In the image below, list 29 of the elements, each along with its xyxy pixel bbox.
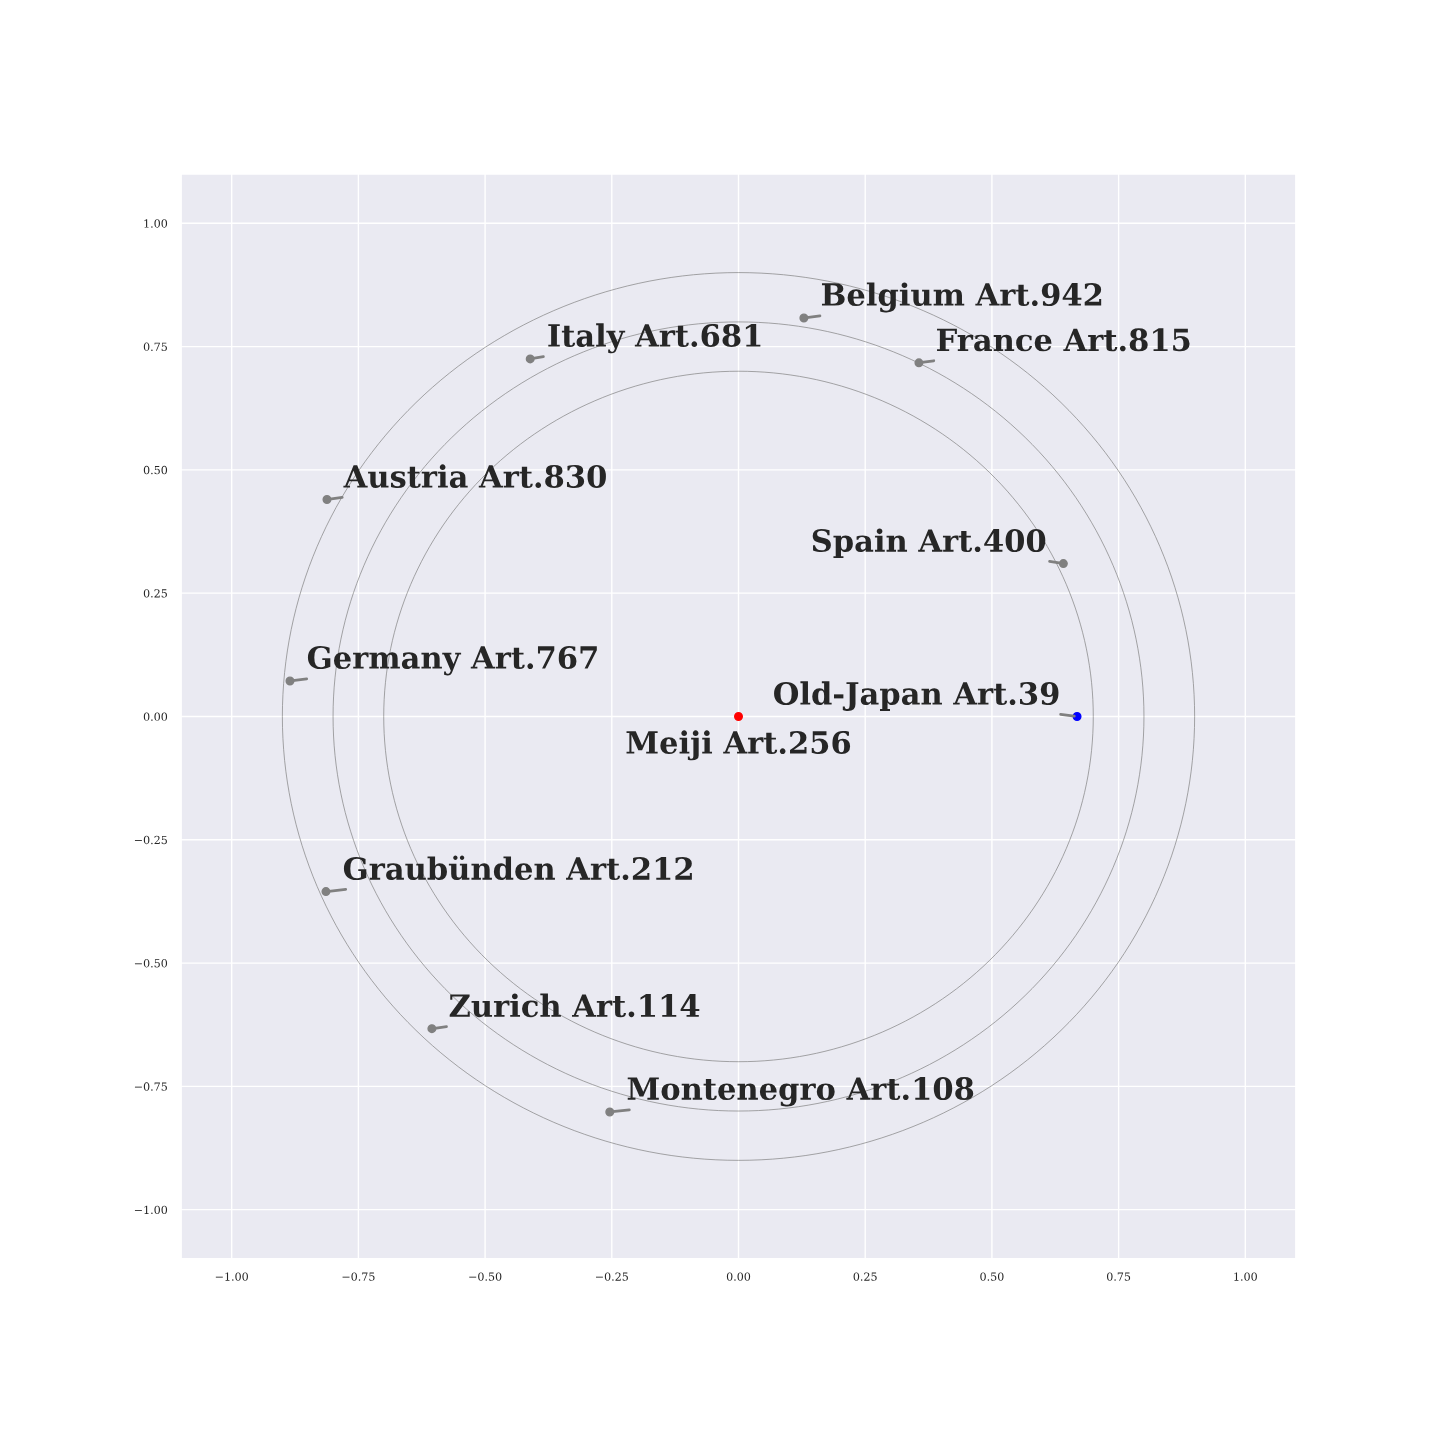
annotation: Graubünden Art.212: [343, 855, 692, 881]
x-tick-label: −1.00: [215, 1272, 248, 1281]
x-tick-label: 1.00: [1234, 1272, 1257, 1281]
annotation: Meiji Art.256: [626, 730, 851, 761]
annotation: Austria Art.830: [343, 464, 606, 488]
annotation: France Art.815: [937, 328, 1190, 352]
annotation: Belgium Art.942: [821, 282, 1102, 313]
annotation: Spain Art.400: [812, 528, 1046, 559]
y-tick-label: 0.50: [143, 465, 168, 475]
x-tick-label: 0.00: [726, 1272, 751, 1281]
y-tick-label: 0.75: [143, 342, 167, 351]
y-tick-label: 0.25: [143, 589, 167, 598]
x-tick-label: −0.25: [595, 1272, 628, 1281]
x-tick-label: −0.50: [469, 1272, 502, 1281]
x-tick-label: −0.75: [342, 1272, 375, 1281]
y-tick-label: −1.00: [134, 1205, 168, 1215]
annotation: Montenegro Art.108: [627, 1077, 974, 1107]
y-tick-label: −0.75: [134, 1082, 167, 1091]
annotation: Zurich Art.114: [449, 993, 700, 1018]
x-tick-label: 0.50: [980, 1272, 1004, 1281]
x-tick-label: 0.75: [1106, 1272, 1131, 1281]
y-tick-label: 0.00: [143, 712, 168, 721]
y-tick-label: −0.50: [134, 959, 168, 968]
y-tick-label: −0.25: [134, 835, 167, 845]
y-tick-label: 1.00: [144, 219, 168, 228]
annotation: Italy Art.681: [548, 323, 761, 354]
annotation: Old-Japan Art.39: [774, 681, 1059, 711]
annotation: Germany Art.767: [307, 645, 597, 676]
x-tick-label: 0.25: [853, 1272, 877, 1281]
